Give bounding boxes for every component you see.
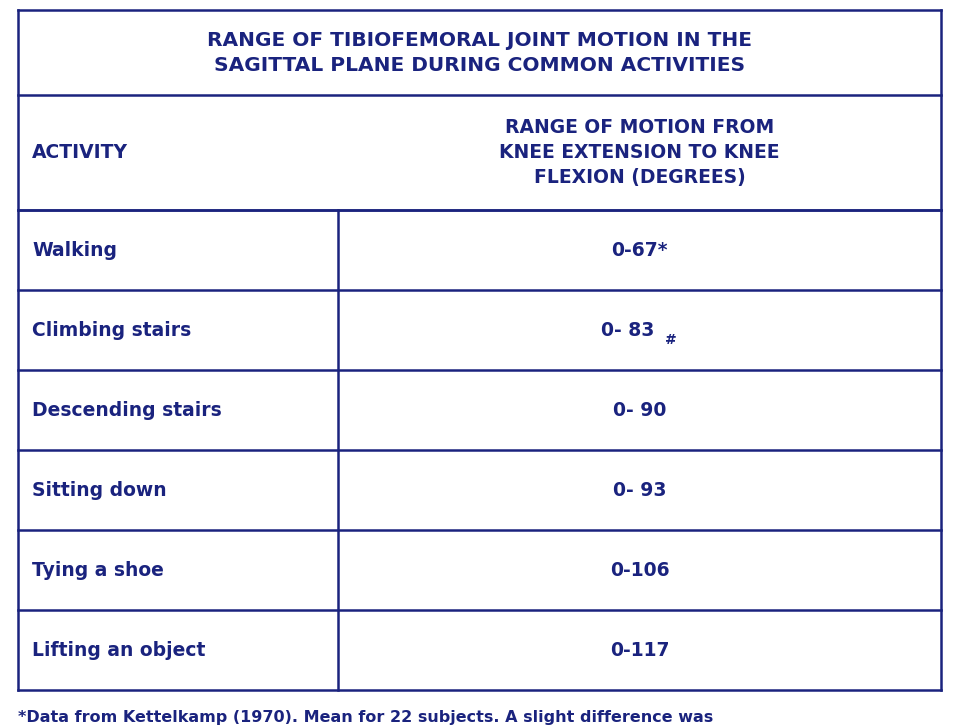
Text: 0-67*: 0-67*	[611, 241, 667, 260]
Text: 0-117: 0-117	[610, 640, 669, 660]
Text: Climbing stairs: Climbing stairs	[32, 320, 191, 339]
Text: #: #	[666, 333, 677, 347]
Text: ACTIVITY: ACTIVITY	[32, 143, 128, 162]
Text: RANGE OF TIBIOFEMORAL JOINT MOTION IN THE
SAGITTAL PLANE DURING COMMON ACTIVITIE: RANGE OF TIBIOFEMORAL JOINT MOTION IN TH…	[207, 30, 752, 75]
Text: Sitting down: Sitting down	[32, 481, 167, 500]
Text: *Data from Kettelkamp (1970). Mean for 22 subjects. A slight difference was: *Data from Kettelkamp (1970). Mean for 2…	[18, 710, 713, 725]
Text: RANGE OF MOTION FROM
KNEE EXTENSION TO KNEE
FLEXION (DEGREES): RANGE OF MOTION FROM KNEE EXTENSION TO K…	[500, 118, 780, 187]
Text: 0-106: 0-106	[610, 560, 669, 579]
Text: Walking: Walking	[32, 241, 117, 260]
Text: Lifting an object: Lifting an object	[32, 640, 205, 660]
Text: 0- 83: 0- 83	[600, 320, 654, 339]
Text: Tying a shoe: Tying a shoe	[32, 560, 164, 579]
Text: Descending stairs: Descending stairs	[32, 400, 222, 420]
Text: 0- 93: 0- 93	[613, 481, 667, 500]
Text: 0- 90: 0- 90	[613, 400, 667, 420]
